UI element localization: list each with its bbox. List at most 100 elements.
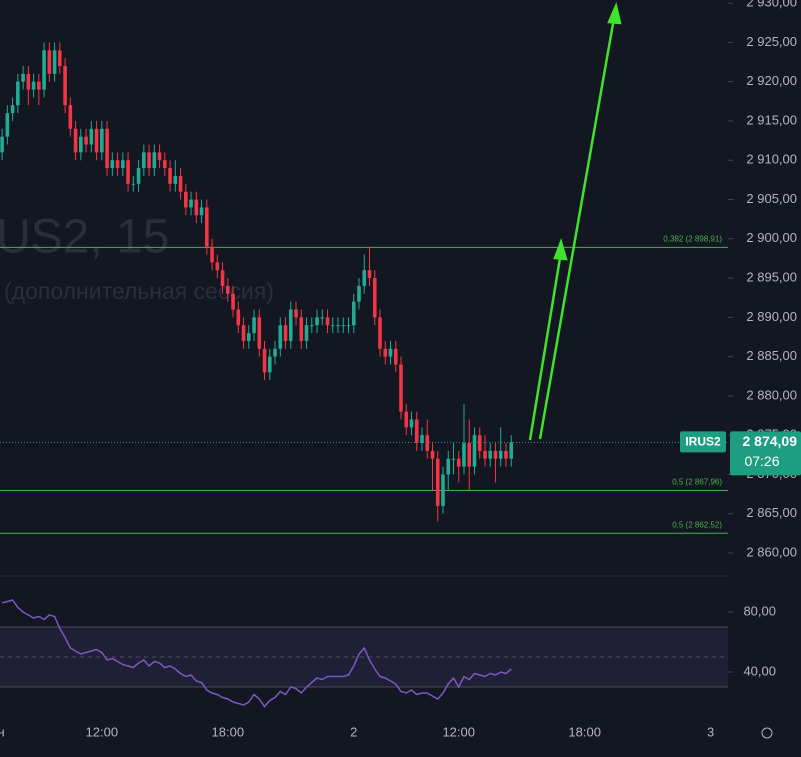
candle-body bbox=[63, 65, 67, 106]
x-tick-label: 2 bbox=[350, 724, 357, 739]
candle-body bbox=[79, 136, 83, 153]
y-tick-label: 2 880,00 bbox=[746, 387, 797, 402]
candle-body bbox=[47, 50, 52, 74]
candle-body bbox=[52, 50, 57, 74]
candle-body bbox=[236, 309, 241, 326]
y-tick-label: 2 860,00 bbox=[746, 544, 797, 559]
candle-body bbox=[304, 325, 309, 341]
candle-body bbox=[105, 128, 109, 169]
candle-body bbox=[273, 348, 277, 357]
x-tick-label: 18:00 bbox=[568, 724, 601, 739]
candle-body bbox=[178, 175, 183, 192]
candle-body bbox=[89, 128, 94, 145]
candle-body bbox=[462, 443, 466, 467]
watermark: US2, 15 bbox=[0, 211, 169, 264]
price-tag-label: 2 874,09 bbox=[743, 433, 798, 449]
candle-body bbox=[194, 199, 199, 216]
candle-body bbox=[509, 442, 514, 459]
candle-body bbox=[362, 270, 367, 286]
candle-body bbox=[184, 191, 188, 208]
y-tick-label: 2 865,00 bbox=[746, 505, 797, 520]
candle-body bbox=[372, 278, 377, 318]
candle-body bbox=[257, 317, 262, 349]
x-tick-label: 12:00 bbox=[86, 724, 119, 739]
candle-body bbox=[488, 450, 493, 459]
candle-body bbox=[189, 199, 193, 208]
candle-body bbox=[84, 136, 88, 145]
candle-body bbox=[414, 419, 419, 444]
x-tick-label: 18:00 bbox=[212, 724, 245, 739]
candle-body bbox=[246, 333, 251, 341]
candle-body bbox=[378, 317, 382, 349]
candle-body bbox=[267, 356, 272, 373]
candle-body bbox=[357, 285, 361, 302]
drawn-arrows bbox=[528, 2, 622, 441]
candle-body bbox=[388, 348, 393, 357]
x-tick-label: он bbox=[0, 724, 5, 739]
y-tick-label: 2 900,00 bbox=[746, 230, 797, 245]
candle-body bbox=[430, 450, 435, 459]
candle-body bbox=[131, 183, 136, 185]
candle-body bbox=[393, 348, 398, 365]
candle-body bbox=[383, 348, 388, 357]
y-tick-label: 2 925,00 bbox=[746, 34, 797, 49]
settings-icon[interactable] bbox=[761, 727, 773, 739]
candle-body bbox=[320, 317, 325, 319]
fib-level-label: 0,5 (2 867,96) bbox=[672, 478, 722, 487]
candle-body bbox=[367, 270, 372, 279]
candle-body bbox=[425, 435, 430, 451]
candle-body bbox=[37, 81, 41, 90]
y-tick-label: 2 910,00 bbox=[746, 152, 797, 167]
price-tag bbox=[730, 431, 801, 476]
candle-body bbox=[126, 160, 130, 184]
candle-body bbox=[10, 105, 15, 114]
candle-body bbox=[199, 207, 204, 216]
candle-body bbox=[31, 81, 36, 90]
candle-body bbox=[435, 458, 440, 506]
candle-body bbox=[58, 50, 62, 66]
candle-body bbox=[325, 317, 330, 326]
arrow-line bbox=[528, 251, 563, 441]
candle-body bbox=[451, 458, 456, 460]
candle-body bbox=[68, 105, 73, 129]
y-tick-label: 2 905,00 bbox=[746, 191, 797, 206]
symbol-tag-label: IRUS2 bbox=[685, 434, 721, 448]
candle-body bbox=[252, 317, 256, 334]
candle-body bbox=[168, 168, 172, 184]
symbol-tag bbox=[680, 431, 726, 453]
candle-body bbox=[121, 160, 125, 169]
candle-body bbox=[231, 293, 235, 310]
candle-body bbox=[456, 458, 461, 467]
candle-body bbox=[241, 325, 246, 341]
candle-body bbox=[152, 152, 157, 169]
y-tick-label: 2 930,00 bbox=[746, 0, 797, 10]
candle-body bbox=[351, 301, 356, 326]
candle-body bbox=[446, 458, 451, 475]
candle-body bbox=[157, 152, 162, 161]
candle-body bbox=[16, 81, 20, 106]
candle-body bbox=[262, 348, 267, 373]
candle-body bbox=[341, 325, 346, 327]
candle-body bbox=[330, 325, 335, 327]
candle-body bbox=[225, 285, 230, 294]
fib-level-label: 0,5 (2 862,52) bbox=[672, 520, 722, 529]
candle-body bbox=[163, 160, 167, 169]
candle-body bbox=[147, 152, 151, 169]
candle-body bbox=[399, 364, 403, 412]
candle-body bbox=[21, 73, 25, 82]
candle-body bbox=[100, 128, 104, 153]
candle-body bbox=[409, 419, 414, 428]
x-tick-label: 3 bbox=[707, 724, 714, 739]
countdown-label: 07:26 bbox=[744, 453, 779, 469]
y-tick-label: 40,00 bbox=[743, 663, 776, 678]
y-tick-label: 2 915,00 bbox=[746, 112, 797, 127]
candle-body bbox=[504, 450, 508, 459]
arrow-head bbox=[607, 2, 622, 25]
candle-body bbox=[283, 325, 288, 341]
x-tick-label: 12:00 bbox=[442, 724, 475, 739]
candle-body bbox=[498, 450, 503, 459]
candle-body bbox=[467, 443, 472, 467]
candle-body bbox=[42, 50, 46, 90]
y-tick-label: 2 885,00 bbox=[746, 348, 797, 363]
